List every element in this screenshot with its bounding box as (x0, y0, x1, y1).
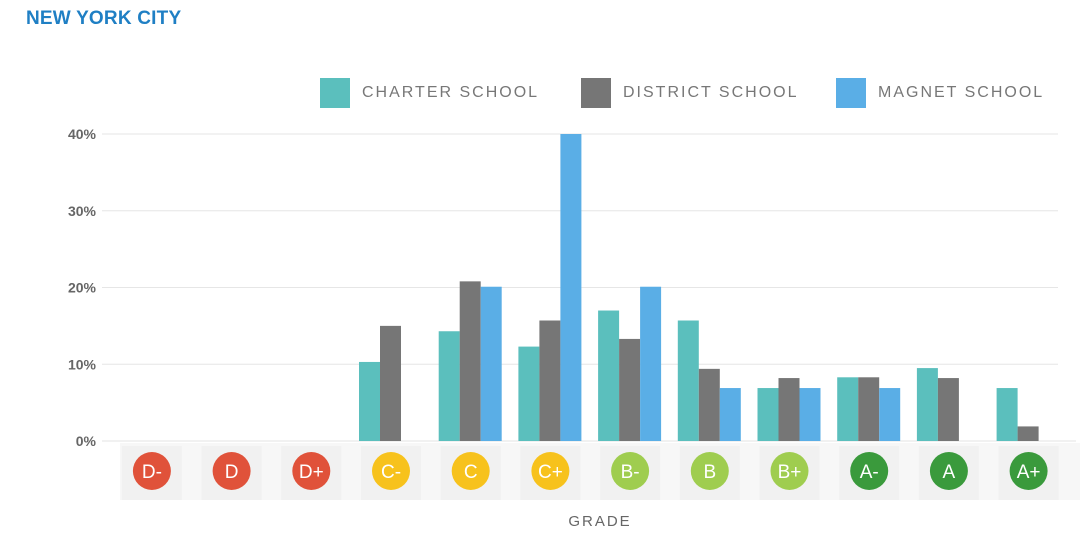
bar-charter-school (837, 377, 859, 441)
grade-label: B+ (778, 462, 802, 483)
grade-label: D- (142, 462, 162, 483)
grade-circle (372, 452, 410, 490)
bar-magnet-school (560, 134, 582, 441)
grade-label: D+ (299, 462, 324, 483)
grade-circle (850, 452, 889, 490)
bar-charter-school (757, 388, 779, 441)
bar-charter-school (598, 310, 620, 441)
grade-circle (451, 452, 490, 490)
bar-magnet-school (799, 388, 821, 441)
bar-charter-school (518, 346, 540, 441)
bar-charter-school (438, 331, 460, 441)
grade-circle (929, 452, 968, 490)
legend-swatch-magnet (836, 78, 866, 108)
bar-magnet-school (879, 388, 901, 441)
grade-label: C+ (538, 462, 563, 483)
bar-district-school (619, 338, 641, 441)
grade-label: C (464, 462, 478, 483)
bar-charter-school (677, 320, 699, 441)
legend-label-charter: CHARTER SCHOOL (362, 84, 540, 101)
grade-circle (212, 452, 251, 490)
y-tick-label: 10% (68, 356, 97, 372)
grade-circle (770, 452, 809, 490)
grade-circle (690, 452, 729, 490)
grade-circle (1009, 452, 1048, 490)
bar-district-school (380, 325, 401, 441)
grade-circle (611, 452, 650, 490)
legend-swatch-charter (320, 78, 350, 108)
grade-label: B (703, 462, 716, 483)
bar-district-school (698, 368, 720, 441)
legend-item-charter: CHARTER SCHOOL (320, 78, 539, 108)
bar-magnet-school (640, 286, 662, 441)
grade-label: D (225, 462, 239, 483)
grade-circle (292, 452, 331, 490)
legend-swatch-district (581, 78, 611, 108)
bar-district-school (539, 320, 561, 441)
grade-label: A (943, 462, 956, 483)
bar-district-school (778, 378, 800, 441)
bar-magnet-school (480, 286, 502, 441)
bar-charter-school (359, 361, 380, 441)
grade-label: C- (381, 462, 401, 483)
bar-district-school (459, 281, 481, 441)
y-tick-label: 20% (68, 280, 97, 296)
x-axis-label: GRADE (568, 513, 631, 530)
legend-label-district: DISTRICT SCHOOL (623, 84, 799, 101)
bar-charter-school (916, 368, 938, 441)
legend-label-magnet: MAGNET SCHOOL (878, 84, 1045, 101)
y-tick-label: 0% (76, 433, 97, 449)
grade-label: A- (860, 462, 879, 483)
legend-item-magnet: MAGNET SCHOOL (836, 78, 1044, 108)
y-tick-label: 40% (68, 126, 97, 142)
grade-circle (531, 452, 570, 490)
bar-charter-school (996, 388, 1018, 441)
chart-title: NEW YORK CITY (26, 8, 182, 29)
bar-magnet-school (719, 388, 741, 441)
grade-label: B- (621, 462, 640, 483)
bar-district-school (937, 378, 959, 441)
grade-circle (132, 452, 171, 490)
bar-district-school (1017, 426, 1039, 441)
legend-item-district: DISTRICT SCHOOL (581, 78, 799, 108)
bar-district-school (858, 377, 880, 441)
y-tick-label: 30% (68, 203, 97, 219)
grade-label: A+ (1017, 462, 1041, 483)
